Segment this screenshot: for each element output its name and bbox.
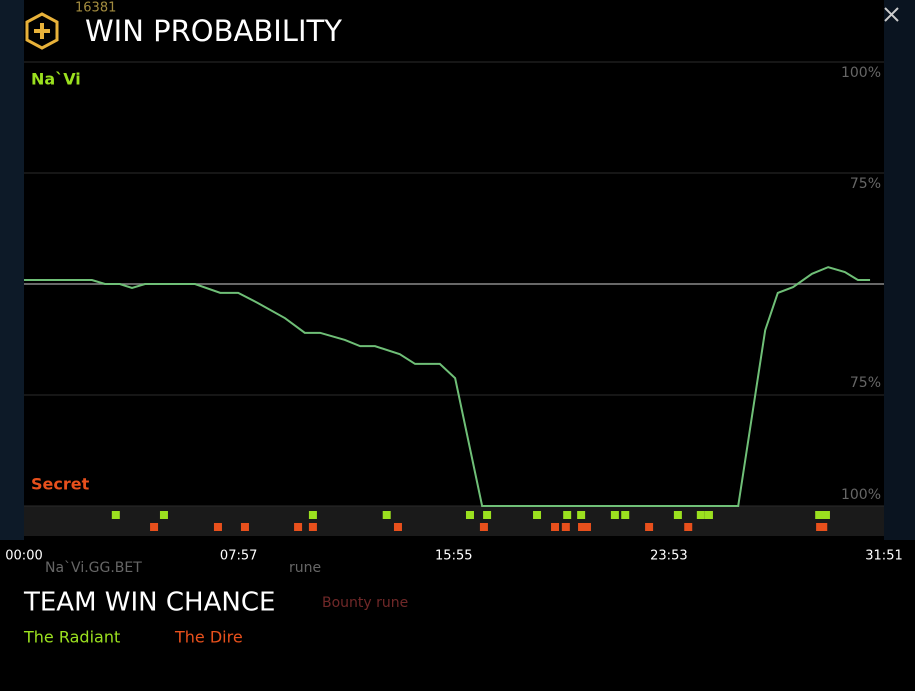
dire-event xyxy=(561,523,570,531)
radiant-event xyxy=(533,511,542,519)
dire-event xyxy=(479,523,488,531)
feed-text: Na`Vi.GG.BET xyxy=(45,560,142,576)
radiant-event xyxy=(308,511,317,519)
radiant-event xyxy=(159,511,168,519)
radiant-event xyxy=(111,511,120,519)
x-tick-label: 07:57 xyxy=(220,549,257,564)
dire-event xyxy=(578,523,587,531)
y-tick-label: 75% xyxy=(850,375,881,391)
radiant-event xyxy=(577,511,586,519)
y-tick-label: 100% xyxy=(841,65,881,81)
close-button[interactable] xyxy=(884,7,899,22)
dire-event xyxy=(150,523,159,531)
feed-text: Bounty rune xyxy=(322,595,408,611)
window-title: WIN PROBABILITY xyxy=(85,14,342,48)
feed-text: rune xyxy=(289,560,321,576)
radiant-event xyxy=(563,511,572,519)
dire-event xyxy=(213,523,222,531)
dire-event xyxy=(645,523,654,531)
icon xyxy=(34,23,50,39)
radiant-event xyxy=(465,511,474,519)
radiant-event xyxy=(483,511,492,519)
win-line xyxy=(24,266,871,507)
bottom-team: Secret xyxy=(31,475,90,494)
x-tick-label: 00:00 xyxy=(5,549,42,564)
game-edge xyxy=(884,0,915,540)
radiant-event xyxy=(821,511,830,519)
game-edge xyxy=(0,0,24,540)
radiant-event xyxy=(610,511,619,519)
dire-event xyxy=(551,523,560,531)
icon xyxy=(25,12,59,50)
dire-event xyxy=(393,523,402,531)
footer-title: TEAM WIN CHANCE xyxy=(23,588,275,618)
x-tick-label: 15:55 xyxy=(435,549,472,564)
dire-event xyxy=(308,523,317,531)
y-tick-label: 75% xyxy=(850,176,881,192)
event-strip xyxy=(24,506,884,536)
gold-text: 16381 xyxy=(75,1,116,16)
dire-event xyxy=(819,523,828,531)
radiant-event xyxy=(382,511,391,519)
radiant-event xyxy=(673,511,682,519)
radiant-label: The Radiant xyxy=(23,628,120,647)
radiant-event xyxy=(704,511,713,519)
top-team: Na`Vi xyxy=(31,70,81,89)
dire-event xyxy=(294,523,303,531)
dire-event xyxy=(240,523,249,531)
y-tick-label: 100% xyxy=(841,487,881,503)
x-tick-label: 23:53 xyxy=(650,549,687,564)
dire-label: The Dire xyxy=(174,628,243,647)
x-tick-label: 31:51 xyxy=(865,549,902,564)
dire-event xyxy=(582,523,591,531)
radiant-event xyxy=(696,511,705,519)
radiant-event xyxy=(621,511,630,519)
dire-event xyxy=(684,523,693,531)
radiant-event xyxy=(815,511,824,519)
